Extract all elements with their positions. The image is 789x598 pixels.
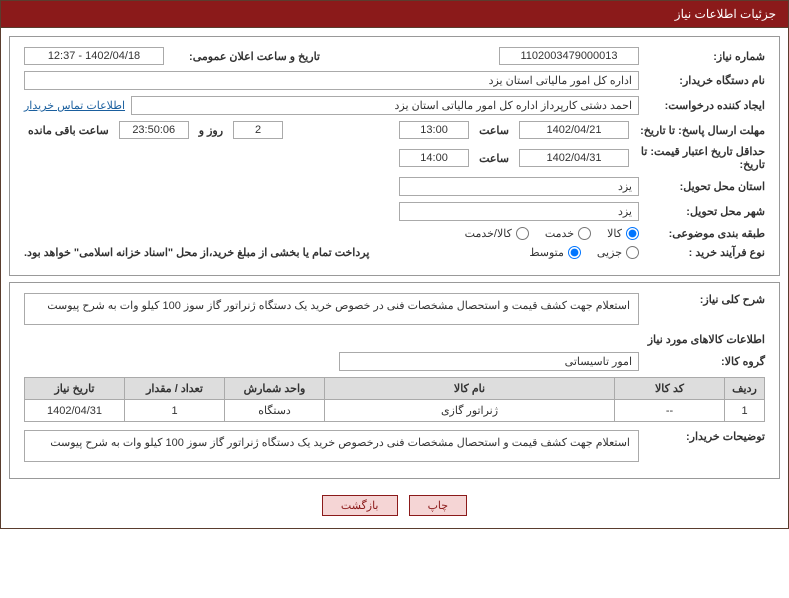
field-remaining-days: 2: [233, 121, 283, 139]
label-process: نوع فرآیند خرید :: [645, 246, 765, 259]
label-validity: حداقل تاریخ اعتبار قیمت: تا تاریخ:: [635, 145, 765, 171]
link-buyer-contact[interactable]: اطلاعات تماس خریدار: [24, 99, 125, 112]
cell-code: --: [615, 400, 725, 422]
field-remaining-time: 23:50:06: [119, 121, 189, 139]
table-row: 1 -- ژنراتور گازی دستگاه 1 1402/04/31: [25, 400, 765, 422]
label-need-no: شماره نیاز:: [645, 50, 765, 63]
details-section: شماره نیاز: 1102003479000013 تاریخ و ساع…: [9, 36, 780, 276]
field-deadline-date: 1402/04/21: [519, 121, 629, 139]
th-code: کد کالا: [615, 378, 725, 400]
category-radio-group: کالا خدمت کالا/خدمت: [465, 227, 639, 240]
panel-header: جزئیات اطلاعات نیاز: [0, 0, 789, 28]
panel-title: جزئیات اطلاعات نیاز: [675, 7, 776, 21]
radio-opt-minor[interactable]: جزیی: [597, 246, 639, 259]
radio-label-mid: متوسط: [529, 246, 564, 259]
label-buyer-org: نام دستگاه خریدار:: [645, 74, 765, 87]
field-need-no: 1102003479000013: [499, 47, 639, 65]
items-section-title: اطلاعات کالاهای مورد نیاز: [24, 333, 765, 346]
payment-note: پرداخت تمام یا بخشی از مبلغ خرید،از محل …: [24, 246, 369, 259]
cell-idx: 1: [725, 400, 765, 422]
cell-qty: 1: [125, 400, 225, 422]
radio-label-service: خدمت: [545, 227, 574, 240]
field-validity-date: 1402/04/31: [519, 149, 629, 167]
label-buyer-notes: توضیحات خریدار:: [645, 430, 765, 443]
label-days-and: روز و: [195, 124, 227, 137]
label-delivery-prov: استان محل تحویل:: [645, 180, 765, 193]
th-row: ردیف: [725, 378, 765, 400]
table-header-row: ردیف کد کالا نام کالا واحد شمارش تعداد /…: [25, 378, 765, 400]
field-delivery-city: یزد: [399, 202, 639, 221]
label-announce-dt: تاریخ و ساعت اعلان عمومی:: [170, 50, 320, 63]
label-goods-group: گروه کالا:: [645, 355, 765, 368]
field-goods-group: امور تاسیساتی: [339, 352, 639, 371]
radio-label-goods-service: کالا/خدمت: [465, 227, 512, 240]
radio-label-minor: جزیی: [597, 246, 622, 259]
th-date: تاریخ نیاز: [25, 378, 125, 400]
items-table: ردیف کد کالا نام کالا واحد شمارش تعداد /…: [24, 377, 765, 422]
radio-mid[interactable]: [568, 246, 581, 259]
label-remaining: ساعت باقی مانده: [24, 124, 113, 137]
radio-label-goods: کالا: [607, 227, 622, 240]
radio-goods[interactable]: [626, 227, 639, 240]
label-delivery-city: شهر محل تحویل:: [645, 205, 765, 218]
field-delivery-prov: یزد: [399, 177, 639, 196]
th-name: نام کالا: [325, 378, 615, 400]
radio-minor[interactable]: [626, 246, 639, 259]
cell-date: 1402/04/31: [25, 400, 125, 422]
field-announce-dt: 1402/04/18 - 12:37: [24, 47, 164, 65]
label-hour-1: ساعت: [475, 124, 513, 137]
th-qty: تعداد / مقدار: [125, 378, 225, 400]
cell-unit: دستگاه: [225, 400, 325, 422]
radio-opt-mid[interactable]: متوسط: [529, 246, 581, 259]
field-requester: احمد دشتی کارپرداز اداره کل امور مالیاتی…: [131, 96, 639, 115]
label-category: طبقه بندی موضوعی:: [645, 227, 765, 240]
process-radio-group: جزیی متوسط: [529, 246, 639, 259]
field-buyer-notes: استعلام جهت کشف قیمت و استحصال مشخصات فن…: [24, 430, 639, 462]
field-buyer-org: اداره کل امور مالیاتی استان یزد: [24, 71, 639, 90]
th-unit: واحد شمارش: [225, 378, 325, 400]
label-hour-2: ساعت: [475, 152, 513, 165]
print-button[interactable]: چاپ: [409, 495, 468, 516]
field-need-desc: استعلام جهت کشف قیمت و استحصال مشخصات فن…: [24, 293, 639, 325]
back-button[interactable]: بازگشت: [322, 495, 398, 516]
radio-opt-goods[interactable]: کالا: [607, 227, 639, 240]
field-validity-time: 14:00: [399, 149, 469, 167]
button-bar: چاپ بازگشت: [9, 485, 780, 520]
desc-section: شرح کلی نیاز: استعلام جهت کشف قیمت و است…: [9, 282, 780, 479]
label-need-desc: شرح کلی نیاز:: [645, 293, 765, 306]
radio-service[interactable]: [578, 227, 591, 240]
label-deadline: مهلت ارسال پاسخ: تا تاریخ:: [635, 124, 765, 137]
radio-goods-service[interactable]: [516, 227, 529, 240]
field-deadline-time: 13:00: [399, 121, 469, 139]
label-requester: ایجاد کننده درخواست:: [645, 99, 765, 112]
cell-name: ژنراتور گازی: [325, 400, 615, 422]
radio-opt-service[interactable]: خدمت: [545, 227, 591, 240]
radio-opt-goods-service[interactable]: کالا/خدمت: [465, 227, 529, 240]
